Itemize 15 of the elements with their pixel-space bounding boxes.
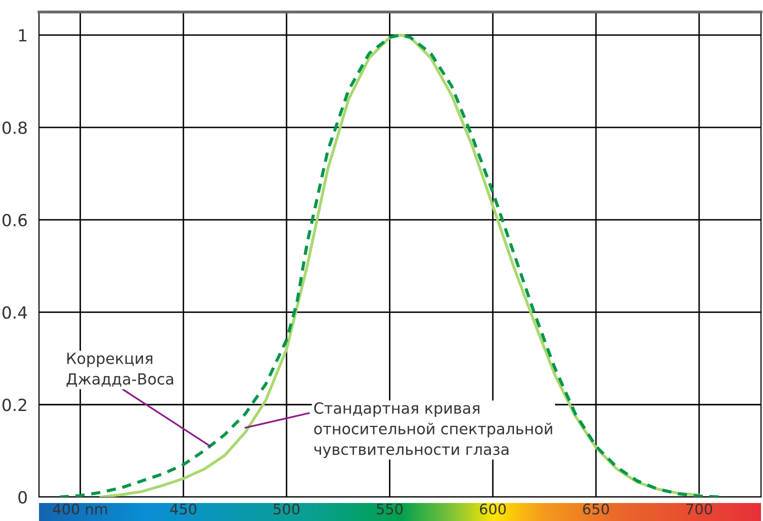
x-tick-label: 700: [686, 504, 712, 515]
x-tick-label: 600: [480, 504, 506, 515]
annotation: Стандартная кривая относительной спектральной чувствительности глаза: [314, 402, 552, 458]
y-tick-label: 0.4: [2, 306, 27, 319]
y-tick-label: 0: [18, 490, 27, 504]
y-tick-label: 0.8: [2, 121, 27, 134]
y-tick-label: 0.6: [2, 214, 27, 226]
x-tick-label: 650: [583, 504, 609, 515]
y-tick-label: 0.2: [2, 398, 26, 412]
annotation: Коррекция Джадда-Воса: [66, 352, 174, 387]
x-tick-label: 400 nm: [53, 504, 107, 515]
x-tick-label: 500: [274, 504, 300, 515]
y-tick-label: 1: [19, 29, 26, 42]
x-tick-label: 450: [170, 504, 196, 515]
x-tick-label: 550: [376, 504, 403, 515]
